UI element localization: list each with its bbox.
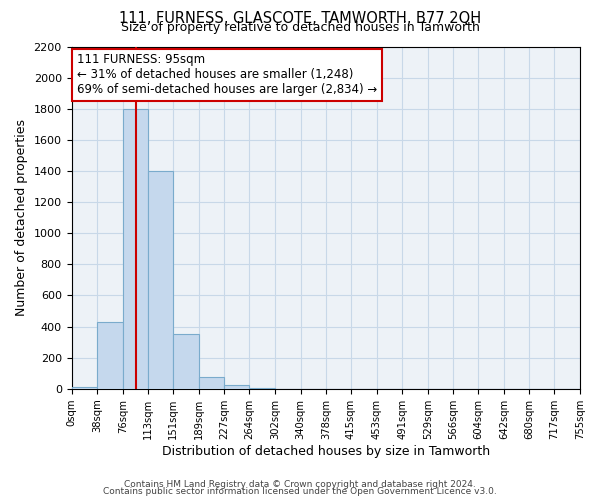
Bar bbox=[71, 386, 97, 389]
Y-axis label: Number of detached properties: Number of detached properties bbox=[15, 119, 28, 316]
Bar bbox=[224, 385, 250, 389]
Bar bbox=[97, 322, 123, 389]
Text: Contains HM Land Registry data © Crown copyright and database right 2024.: Contains HM Land Registry data © Crown c… bbox=[124, 480, 476, 489]
Text: 111, FURNESS, GLASCOTE, TAMWORTH, B77 2QH: 111, FURNESS, GLASCOTE, TAMWORTH, B77 2Q… bbox=[119, 11, 481, 26]
Bar bbox=[250, 388, 275, 389]
Bar bbox=[148, 171, 173, 389]
Bar bbox=[123, 108, 148, 389]
Bar bbox=[173, 334, 199, 389]
Text: Size of property relative to detached houses in Tamworth: Size of property relative to detached ho… bbox=[121, 22, 479, 35]
Text: Contains public sector information licensed under the Open Government Licence v3: Contains public sector information licen… bbox=[103, 487, 497, 496]
Text: 111 FURNESS: 95sqm
← 31% of detached houses are smaller (1,248)
69% of semi-deta: 111 FURNESS: 95sqm ← 31% of detached hou… bbox=[77, 54, 377, 96]
Bar bbox=[199, 377, 224, 389]
X-axis label: Distribution of detached houses by size in Tamworth: Distribution of detached houses by size … bbox=[162, 444, 490, 458]
